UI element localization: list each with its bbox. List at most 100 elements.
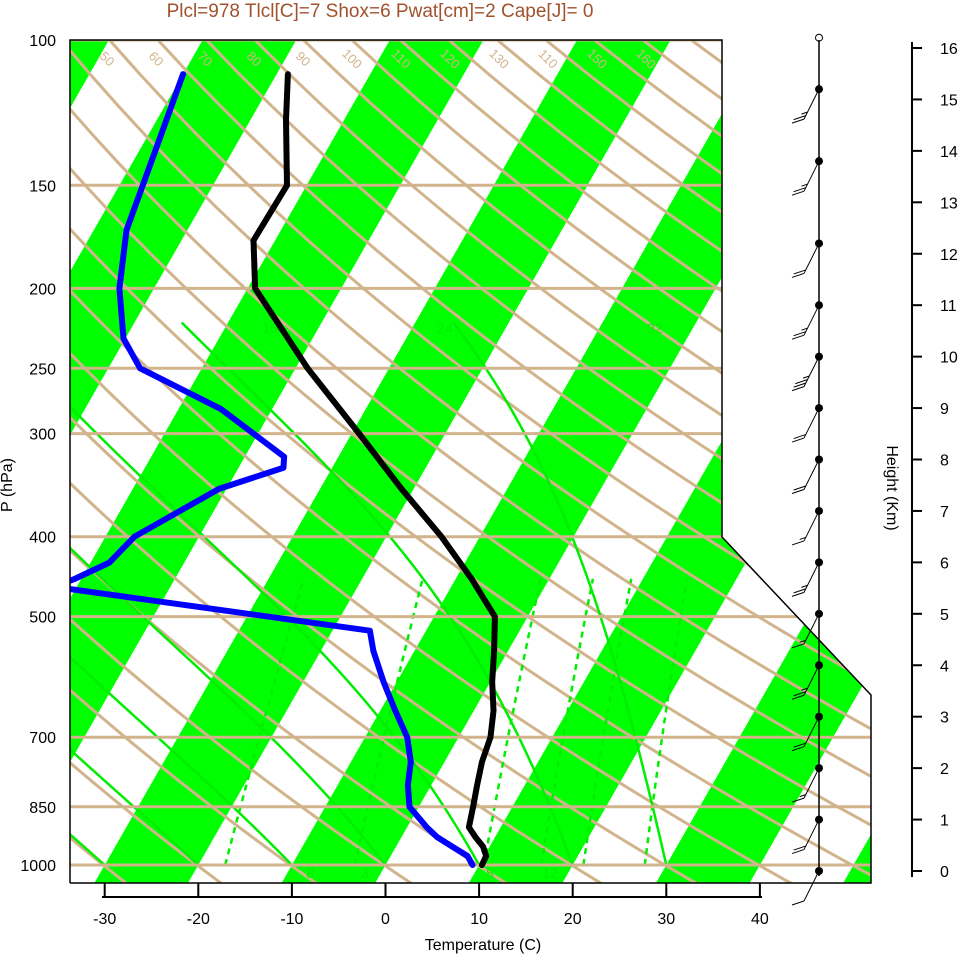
mixing-ratio-label: 8 [306,865,314,881]
temperature-point [491,680,494,683]
x-tick-label: 40 [751,911,769,928]
dewpoint-point [108,561,111,564]
y-tick-label: 1000 [20,858,56,875]
wind-barb-staff [803,665,820,696]
dewpoint-point [436,836,439,839]
temperature-point [358,432,361,435]
temperature-point [476,784,479,787]
isotherm-band [84,40,694,883]
temperature-point [254,287,257,290]
wind-barb-staff [803,160,820,192]
dewpoint-point [118,287,121,290]
dewpoint-point [409,760,412,763]
moist-adiabat-line [452,321,668,866]
wind-barb-feather [791,591,805,597]
temperature-point [485,854,488,857]
wind-barb-feather [793,269,806,275]
dewpoint-point [182,73,185,76]
moist-adiabat-label: 30 [727,122,748,143]
wind-barb-feather [791,900,805,906]
dry-adiabat-line [253,40,871,883]
wind-barb-staff [803,510,820,542]
temperature-point [286,73,289,76]
wind-barb-feather [791,797,805,803]
height-axis-label: Height (Km) [883,445,900,530]
wind-barb-feather [791,118,805,124]
temperature-point [470,577,473,580]
dry-adiabat-line [70,40,512,883]
y-tick-label: 150 [29,178,56,195]
wind-barb-feather [793,691,806,697]
height-tick-label: 1 [940,813,949,830]
temperature-point [492,709,495,712]
wind-barb-feather [793,588,806,594]
height-tick-label: 16 [940,41,958,58]
mixing-ratio-label: 3 [361,865,369,881]
height-tick-label: 15 [940,92,958,109]
dewpoint-point [382,680,385,683]
dry-adiabat-line [70,40,226,883]
height-tick-label: 8 [940,453,949,470]
dewpoint-point [283,455,286,458]
mixing-ratio-label: 24 [437,320,453,336]
dewpoint-point [471,864,474,866]
wind-barb-half-feather [802,375,810,379]
dry-adiabat-line [70,40,607,883]
height-tick-label: 12 [940,247,958,264]
height-tick-label: 14 [940,144,958,161]
wind-barb-staff [803,870,820,902]
isotherm-band [70,40,320,883]
dewpoint-point [372,649,375,652]
y-tick-label: 400 [29,530,56,547]
wind-barb-half-feather [799,794,806,798]
dry-adiabat-line [70,40,416,883]
dewpoint-point [219,407,222,410]
wind-barb-feather [793,845,806,851]
height-tick-label: 9 [940,401,949,418]
calm-wind-marker [815,33,823,42]
y-tick-label: 250 [29,361,56,378]
moist-adiabat-label: 10 [752,537,773,558]
wind-barb-staff [803,767,820,799]
wind-barb-feather [793,187,806,193]
height-tick-label: 0 [940,864,949,881]
dewpoint-point [394,709,397,712]
moist-adiabat-line [70,321,481,866]
x-tick-label: 30 [657,911,675,928]
height-tick-label: 5 [940,607,949,624]
height-tick-label: 6 [940,555,949,572]
temperature-point [489,736,492,739]
y-tick-label: 850 [29,800,56,817]
height-tick-label: 2 [940,761,949,778]
height-tick-label: 4 [940,658,949,675]
wind-barb-column [791,33,823,906]
x-tick-label: -30 [93,911,116,928]
dewpoint-point [139,367,142,370]
moist-adiabat-label: 20 [797,592,818,613]
wind-barb-half-feather [801,183,808,187]
dewpoint-point [368,629,371,632]
wind-barb-staff [803,613,820,645]
wind-barb-feather [791,272,805,278]
temperature-point [480,864,483,866]
mixing-ratio-line [582,578,633,866]
wind-barb-feather [791,694,805,700]
dewpoint-point [451,845,454,848]
x-tick-label: 20 [564,911,582,928]
wind-barb-half-feather [799,536,806,540]
height-tick-label: 11 [940,298,957,315]
wind-barb-feather [793,485,806,491]
wind-barb-feather [793,742,806,748]
y-tick-label: 300 [29,427,56,444]
y-tick-label: 700 [29,730,56,747]
sounding-traces [70,71,498,868]
moist-adiabat-label: 0 [727,458,742,474]
dewpoint-point [406,736,409,739]
dry-adiabat-line [70,40,871,883]
plot-frame [69,39,872,884]
y-axis-label: P (hPa) [0,458,16,512]
dry-adiabat-label: 90 [293,48,314,69]
wind-barb-feather [795,379,808,385]
moist-adiabat-line [70,321,387,866]
